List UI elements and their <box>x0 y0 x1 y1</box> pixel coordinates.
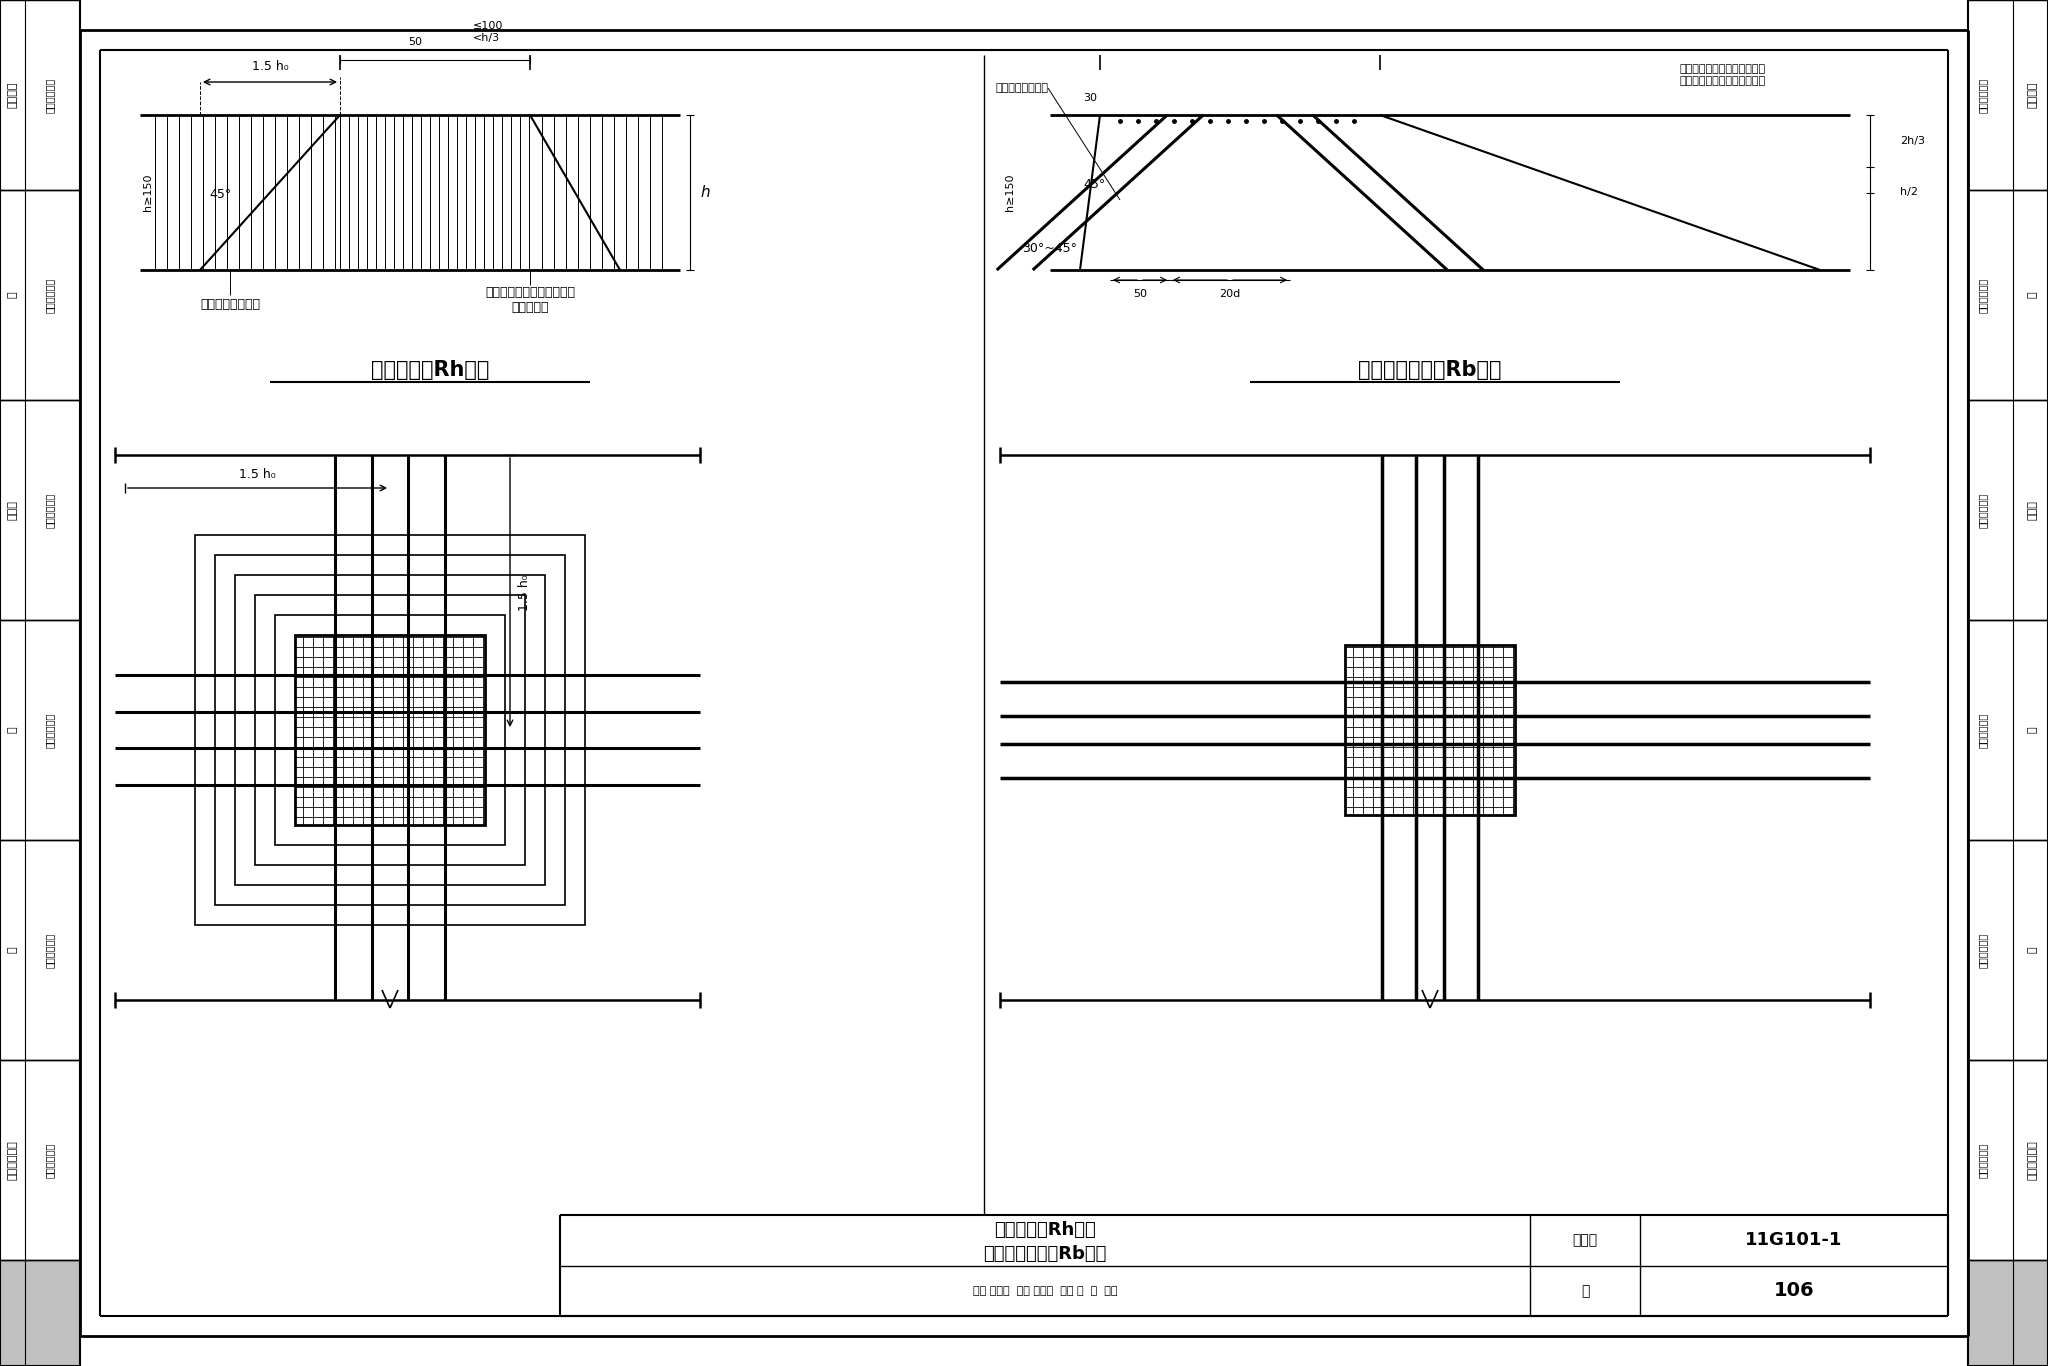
Text: 抗冲切弯起钢筋Rb构造: 抗冲切弯起钢筋Rb构造 <box>983 1246 1106 1264</box>
Text: 楼板相关构造: 楼板相关构造 <box>8 1141 18 1180</box>
Text: 剪力墙: 剪力墙 <box>8 500 18 520</box>
Text: 柱上板带中的配筋及或需增
设的架立筋: 柱上板带中的配筋及或需增 设的架立筋 <box>485 285 575 314</box>
Text: 标准构造详图: 标准构造详图 <box>1978 933 1989 967</box>
Text: 30°~45°: 30°~45° <box>1022 242 1077 254</box>
Text: 标准构造详图: 标准构造详图 <box>45 713 55 747</box>
Bar <box>0 1259 80 1366</box>
Text: 11G101-1: 11G101-1 <box>1745 1231 1843 1250</box>
Text: 页: 页 <box>1581 1284 1589 1298</box>
Text: 柱: 柱 <box>8 292 18 298</box>
Text: 1.5 h₀: 1.5 h₀ <box>252 60 289 72</box>
Text: 50: 50 <box>1133 290 1147 299</box>
Text: 图集号: 图集号 <box>1573 1233 1597 1247</box>
Text: 2h/3: 2h/3 <box>1901 135 1925 146</box>
Text: h≥150: h≥150 <box>143 173 154 212</box>
Bar <box>256 596 524 865</box>
Text: 1.5 h₀: 1.5 h₀ <box>240 467 276 481</box>
Text: 剪力墙: 剪力墙 <box>2028 500 2038 520</box>
Text: 楼板相关构造: 楼板相关构造 <box>2028 1141 2038 1180</box>
Text: 柱: 柱 <box>2028 292 2038 298</box>
Bar <box>215 555 565 906</box>
Text: 标准构造详图: 标准构造详图 <box>45 492 55 527</box>
Text: 抗冲切弯起钢筋Rb构造: 抗冲切弯起钢筋Rb构造 <box>1358 361 1501 380</box>
Text: 50: 50 <box>408 37 422 46</box>
Text: 标准构造详图: 标准构造详图 <box>1978 277 1989 313</box>
Text: 梁: 梁 <box>2028 727 2038 734</box>
Text: 审核 吴汉福  校对 袁文革  设计 徐  菊  徐刚: 审核 吴汉福 校对 袁文革 设计 徐 菊 徐刚 <box>973 1285 1118 1296</box>
Text: 标准构造详图: 标准构造详图 <box>1978 713 1989 747</box>
Text: h≥150: h≥150 <box>1006 173 1016 212</box>
Text: 梁: 梁 <box>8 727 18 734</box>
Bar <box>236 575 545 885</box>
Text: 冲切破坏的斜截面: 冲切破坏的斜截面 <box>995 83 1049 93</box>
Text: 标准构造详图: 标准构造详图 <box>45 1142 55 1177</box>
Text: 柱上板带中的配筋: 柱上板带中的配筋 <box>201 299 260 311</box>
Text: 106: 106 <box>1774 1281 1815 1300</box>
Text: 标准构造详图: 标准构造详图 <box>45 277 55 313</box>
Text: 一般构造: 一般构造 <box>8 82 18 108</box>
Text: h/2: h/2 <box>1901 187 1919 198</box>
Text: 45°: 45° <box>1083 179 1106 191</box>
Text: 标准构造详图: 标准构造详图 <box>1978 78 1989 112</box>
Bar <box>195 535 586 925</box>
Bar <box>295 635 485 825</box>
Text: 板: 板 <box>2028 947 2038 953</box>
Text: 标准构造详图: 标准构造详图 <box>1978 492 1989 527</box>
Text: 抗冲切箍筋Rh构造: 抗冲切箍筋Rh构造 <box>371 361 489 380</box>
Bar <box>274 615 506 846</box>
Text: 标准构造详图: 标准构造详图 <box>45 933 55 967</box>
Text: 30: 30 <box>1083 93 1098 102</box>
Text: 抗冲切箍筋Rh构造: 抗冲切箍筋Rh构造 <box>993 1221 1096 1239</box>
Text: 弯起钢筋倾斜段和冲切破坏的
斜截面的交点应落在此范围内: 弯起钢筋倾斜段和冲切破坏的 斜截面的交点应落在此范围内 <box>1679 64 1765 86</box>
Text: 1.5 h₀: 1.5 h₀ <box>518 574 530 611</box>
Text: 标准构造详图: 标准构造详图 <box>1978 1142 1989 1177</box>
Text: 20d: 20d <box>1219 290 1241 299</box>
Bar <box>1968 1259 2048 1366</box>
Text: 一般构造: 一般构造 <box>2028 82 2038 108</box>
Text: 标准构造详图: 标准构造详图 <box>45 78 55 112</box>
Bar <box>1346 645 1516 816</box>
Text: ≤100
<h/3: ≤100 <h/3 <box>473 22 504 42</box>
Text: 45°: 45° <box>209 189 231 202</box>
Text: 板: 板 <box>8 947 18 953</box>
Text: h: h <box>700 184 709 199</box>
